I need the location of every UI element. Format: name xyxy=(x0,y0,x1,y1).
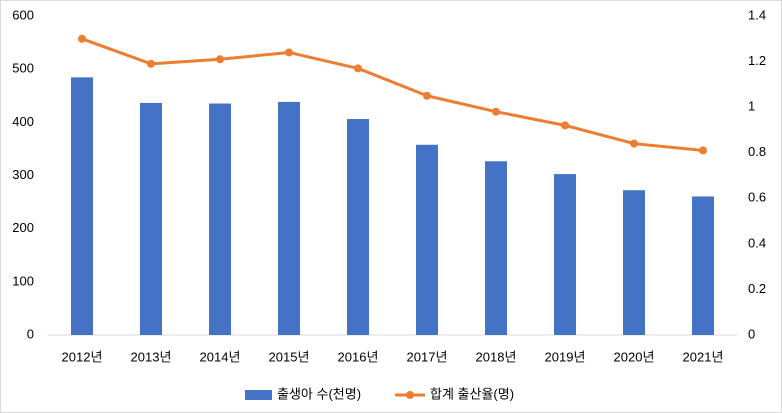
x-tick-label: 2012년 xyxy=(62,349,103,364)
y2-tick-label: 1.4 xyxy=(748,7,766,22)
line-marker xyxy=(147,59,155,68)
x-tick-label: 2014년 xyxy=(200,349,241,364)
x-tick-label: 2016년 xyxy=(338,349,379,364)
bar xyxy=(347,119,369,335)
legend-swatch xyxy=(245,390,272,400)
y2-tick-label: 1.2 xyxy=(748,53,766,68)
bar xyxy=(692,196,714,335)
line-marker xyxy=(561,121,569,130)
bar xyxy=(71,77,93,335)
bar xyxy=(416,144,438,335)
x-tick-label: 2020년 xyxy=(614,349,655,364)
legend-label: 합계 출산율(명) xyxy=(430,386,514,401)
y2-tick-label: 0.4 xyxy=(748,235,766,250)
bar xyxy=(485,161,507,335)
y2-tick-label: 0.8 xyxy=(748,144,766,159)
line-marker xyxy=(354,64,362,73)
y2-tick-label: 0 xyxy=(748,326,755,341)
legend-label: 출생아 수(천명) xyxy=(277,386,361,401)
bar xyxy=(209,103,231,336)
line-marker xyxy=(285,48,293,57)
line-marker xyxy=(699,146,707,155)
y2-tick-label: 0.2 xyxy=(748,281,766,296)
y-tick-label: 400 xyxy=(12,114,34,129)
bar xyxy=(554,174,576,335)
x-tick-label: 2015년 xyxy=(269,349,310,364)
line-marker xyxy=(423,91,431,100)
x-tick-label: 2017년 xyxy=(407,349,448,364)
x-tick-label: 2019년 xyxy=(545,349,586,364)
bar xyxy=(140,102,162,336)
line-marker xyxy=(78,34,86,43)
line-marker xyxy=(216,55,224,64)
x-tick-label: 2013년 xyxy=(131,349,172,364)
x-tick-label: 2021년 xyxy=(683,349,724,364)
y2-tick-label: 0.6 xyxy=(748,190,766,205)
bar xyxy=(278,101,300,336)
y-tick-label: 100 xyxy=(12,273,34,288)
y-tick-label: 200 xyxy=(12,220,34,235)
x-tick-label: 2018년 xyxy=(476,349,517,364)
y-tick-label: 500 xyxy=(12,61,34,76)
line xyxy=(81,37,704,152)
line-marker xyxy=(492,107,500,116)
y2-tick-label: 1 xyxy=(748,99,755,114)
legend-swatch xyxy=(406,391,414,399)
y-tick-label: 0 xyxy=(27,326,34,341)
line-marker xyxy=(630,139,638,148)
y-tick-label: 600 xyxy=(12,7,34,22)
y-tick-label: 300 xyxy=(12,167,34,182)
bar xyxy=(623,190,645,335)
